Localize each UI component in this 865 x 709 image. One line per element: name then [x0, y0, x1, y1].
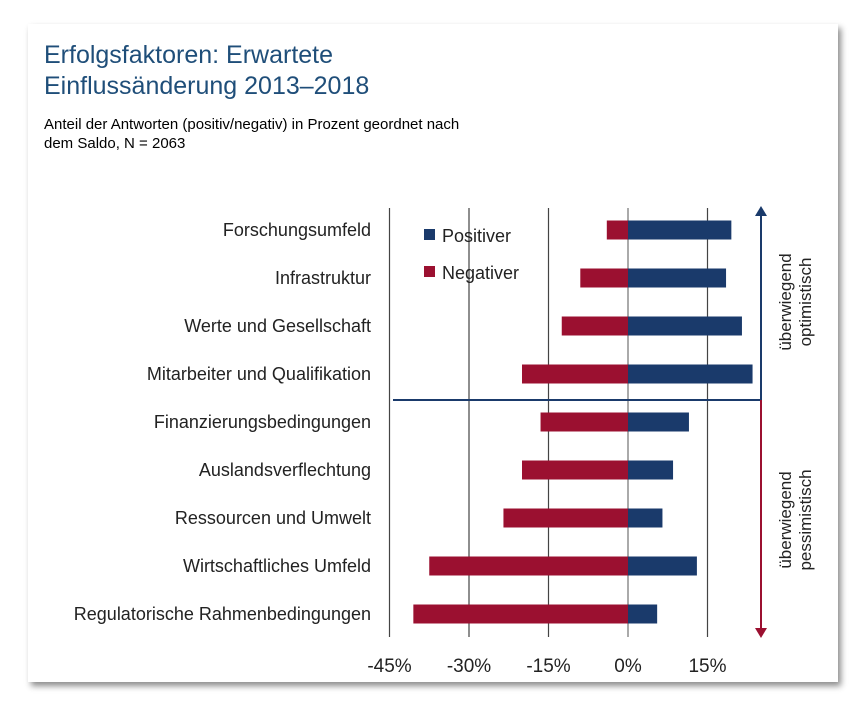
- bar-negative-5: [522, 460, 628, 480]
- bar-negative-6: [503, 508, 628, 528]
- chart-title-line-2: Einflussänderung 2013–2018: [44, 72, 370, 100]
- bar-positive-6: [628, 508, 663, 528]
- bar-negative-2: [561, 316, 628, 336]
- bar-positive-7: [628, 556, 697, 576]
- x-tick-label-3: 0%: [614, 656, 642, 677]
- chart-subtitle-line-2: dem Saldo, N = 2063: [44, 135, 186, 152]
- bar-positive-3: [628, 364, 753, 384]
- category-label-5: Auslandsverflechtung: [199, 460, 371, 480]
- category-label-3: Mitarbeiter und Qualifikation: [147, 364, 371, 384]
- x-tick-label-1: -30%: [447, 656, 491, 677]
- chart-title: Erfolgsfaktoren: Erwartete Einflussänder…: [44, 40, 604, 102]
- category-label-7: Wirtschaftliches Umfeld: [183, 556, 371, 576]
- bar-positive-2: [628, 316, 742, 336]
- pessimistic-side-label-line-2: pessimistisch: [796, 469, 815, 570]
- category-label-2: Werte und Gesellschaft: [184, 316, 371, 336]
- bar-negative-7: [429, 556, 628, 576]
- bar-negative-0: [606, 220, 628, 240]
- optimistic-side-label-line-1: überwiegend: [776, 253, 795, 350]
- chart-subtitle-line-1: Anteil der Antworten (positiv/negativ) i…: [44, 116, 460, 133]
- x-tick-label-0: -45%: [367, 656, 411, 677]
- optimistic-arrow-head-icon: [755, 206, 767, 216]
- category-label-4: Finanzierungsbedingungen: [154, 412, 371, 432]
- legend-swatch-positive: [424, 229, 435, 240]
- pessimistic-side-label-line-1: überwiegend: [776, 471, 795, 568]
- bar-positive-0: [628, 220, 732, 240]
- category-label-8: Regulatorische Rahmenbedingungen: [74, 604, 371, 624]
- category-label-6: Ressourcen und Umwelt: [175, 508, 371, 528]
- bar-negative-1: [580, 268, 628, 288]
- bar-negative-3: [522, 364, 628, 384]
- category-label-0: Forschungsumfeld: [223, 220, 371, 240]
- bar-positive-4: [628, 412, 689, 432]
- bar-positive-8: [628, 604, 658, 624]
- bar-positive-5: [628, 460, 674, 480]
- chart-subtitle: Anteil der Antworten (positiv/negativ) i…: [44, 115, 564, 153]
- bar-positive-1: [628, 268, 727, 288]
- legend-label-positive: Positiver: [442, 226, 511, 246]
- bar-negative-8: [413, 604, 628, 624]
- legend-label-negative: Negativer: [442, 263, 519, 283]
- pessimistic-arrow-head-icon: [755, 628, 767, 638]
- x-tick-label-2: -15%: [526, 656, 570, 677]
- x-tick-label-4: 15%: [688, 656, 726, 677]
- optimistic-side-label-line-2: optimistisch: [796, 258, 815, 347]
- legend-swatch-negative: [424, 266, 435, 277]
- optimistic-side-label: überwiegend optimistisch: [776, 253, 815, 350]
- bar-negative-4: [540, 412, 628, 432]
- category-label-1: Infrastruktur: [275, 268, 371, 288]
- chart-title-line-1: Erfolgsfaktoren: Erwartete: [44, 41, 334, 69]
- pessimistic-side-label: überwiegend pessimistisch: [776, 469, 815, 570]
